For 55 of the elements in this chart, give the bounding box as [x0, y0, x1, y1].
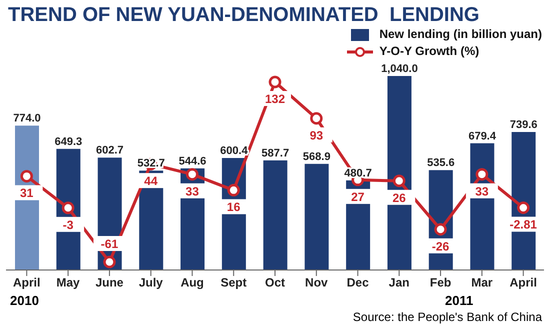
x-tick-label: Nov	[305, 276, 328, 290]
data-label: -26	[432, 239, 450, 254]
data-label: 544.6	[178, 155, 206, 168]
point	[186, 168, 198, 181]
point	[20, 170, 33, 182]
point	[392, 174, 406, 188]
point	[227, 184, 240, 196]
data-label: 679.4	[468, 130, 497, 142]
text: 2011	[445, 293, 474, 308]
data-label: -3	[62, 218, 74, 232]
data-label: 93	[310, 128, 324, 142]
text: 2010	[10, 293, 39, 308]
x-tick-label: Jan	[388, 276, 410, 290]
data-label: 649.3	[54, 136, 82, 148]
data-label: 535.6	[427, 157, 455, 170]
x-tick-label: June	[95, 276, 124, 290]
point	[434, 223, 447, 236]
source-note: Source: the People's Bank of China	[352, 310, 542, 324]
data-label: 739.6	[510, 119, 538, 132]
x-tick-label: May	[56, 276, 80, 290]
data-label: 587.7	[262, 147, 290, 160]
x-tick-label: Oct	[264, 276, 286, 290]
data-label: 44	[144, 174, 158, 188]
data-label: 132	[264, 92, 286, 106]
legend-label: New lending (in billion yuan)	[379, 26, 542, 43]
point	[268, 76, 282, 88]
data-label: 33	[475, 184, 489, 198]
x-tick-label: April	[510, 276, 537, 290]
x-tick-label: Aug	[180, 276, 204, 290]
data-label: 31	[20, 186, 34, 200]
x-tick-label: April	[13, 276, 40, 290]
data-label: 27	[351, 190, 365, 204]
data-label: 33	[186, 184, 200, 198]
data-label: 1,040.0	[381, 63, 418, 75]
x-tick-label: Sept	[220, 276, 247, 290]
legend-label: Y-O-Y Growth (%)	[379, 43, 480, 60]
x-tick-label: July	[138, 276, 164, 290]
chart-title: TREND OF NEW YUAN-DENOMINATED LENDING	[8, 4, 480, 27]
point	[517, 201, 530, 214]
bar	[304, 164, 329, 270]
point	[103, 256, 116, 268]
data-label: 16	[226, 200, 241, 214]
data-label: 26	[392, 190, 406, 205]
data-label: -61	[100, 237, 118, 251]
bar	[263, 160, 288, 270]
point	[476, 168, 488, 181]
x-tick-label: Mar	[471, 276, 493, 290]
x-tick-label: Feb	[430, 276, 452, 290]
data-label: 602.7	[96, 144, 124, 157]
point	[62, 202, 74, 214]
point	[310, 112, 323, 125]
data-label: -2.81	[510, 218, 538, 232]
data-label: 774.0	[13, 112, 41, 125]
x-tick-label: Dec	[346, 276, 370, 290]
data-label: 568.9	[302, 150, 330, 163]
